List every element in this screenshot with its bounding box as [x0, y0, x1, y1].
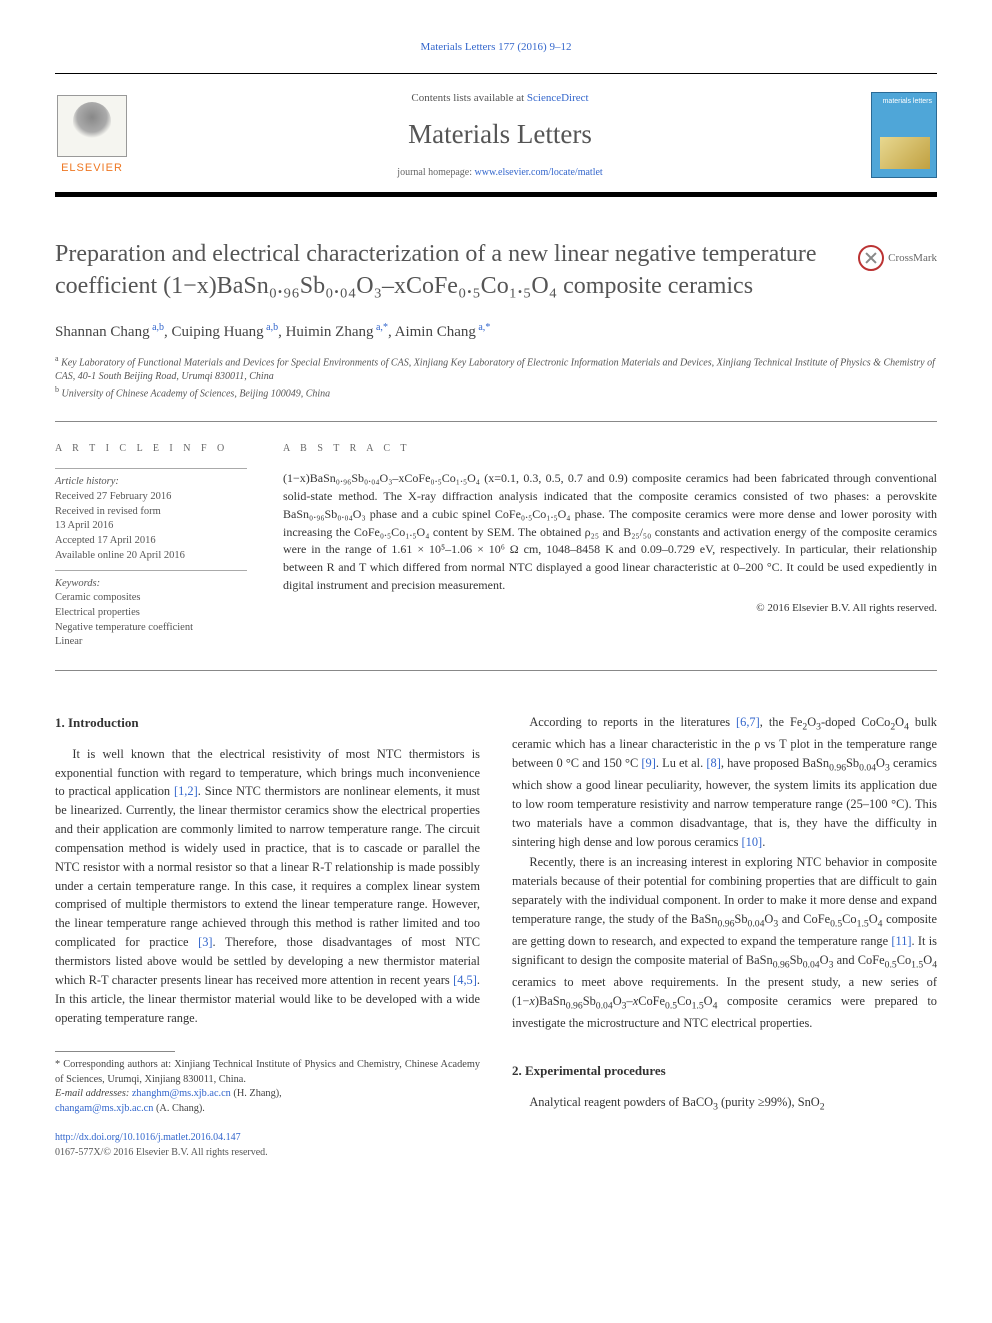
abstract-text: (1−x)BaSn₀.₉₆Sb₀.₀₄O₃–xCoFe₀.₅Co₁.₅O₄ (x…: [283, 470, 937, 594]
elsevier-tree-icon: [57, 95, 127, 157]
running-header: Materials Letters 177 (2016) 9–12: [55, 40, 937, 55]
corresponding-address: * Corresponding authors at: Xinjiang Tec…: [55, 1058, 480, 1087]
history-item: Accepted 17 April 2016: [55, 534, 247, 549]
email-label: E-mail addresses:: [55, 1088, 132, 1099]
elsevier-wordmark: ELSEVIER: [61, 161, 123, 176]
history-item: 13 April 2016: [55, 519, 247, 534]
author-list: Shannan Chang a,b, Cuiping Huang a,b, Hu…: [55, 321, 937, 343]
citation-link[interactable]: [11]: [891, 934, 911, 948]
paragraph: It is well known that the electrical res…: [55, 745, 480, 1028]
info-divider: [55, 468, 247, 469]
abstract-column: A B S T R A C T (1−x)BaSn₀.₉₆Sb₀.₀₄O₃–xC…: [283, 442, 937, 650]
keyword: Ceramic composites: [55, 591, 247, 606]
citation-link[interactable]: [4,5]: [453, 973, 477, 987]
email-name: (H. Zhang),: [231, 1088, 282, 1099]
keyword: Electrical properties: [55, 606, 247, 621]
affiliation-b: University of Chinese Academy of Science…: [62, 388, 331, 399]
keyword: Linear: [55, 635, 247, 650]
sciencedirect-link[interactable]: ScienceDirect: [527, 92, 589, 104]
citation-link[interactable]: [3]: [198, 935, 212, 949]
cover-label: materials letters: [883, 97, 932, 107]
journal-homepage-line: journal homepage: www.elsevier.com/locat…: [149, 166, 851, 180]
article-info-heading: A R T I C L E I N F O: [55, 442, 247, 456]
crossmark-icon: [858, 245, 884, 271]
journal-homepage-link[interactable]: www.elsevier.com/locate/matlet: [475, 167, 603, 178]
corresponding-author-footnote: * Corresponding authors at: Xinjiang Tec…: [55, 1058, 480, 1116]
email-name: (A. Chang).: [153, 1103, 204, 1114]
paragraph: According to reports in the literatures …: [512, 713, 937, 852]
doi-link[interactable]: http://dx.doi.org/10.1016/j.matlet.2016.…: [55, 1130, 480, 1145]
author-email-link[interactable]: changam@ms.xjb.ac.cn: [55, 1103, 153, 1114]
issn-copyright: 0167-577X/© 2016 Elsevier B.V. All right…: [55, 1145, 480, 1160]
article-title: Preparation and electrical characterizat…: [55, 239, 840, 302]
journal-masthead: ELSEVIER Contents lists available at Sci…: [55, 73, 937, 197]
history-item: Available online 20 April 2016: [55, 549, 247, 564]
contents-prefix: Contents lists available at: [411, 92, 526, 104]
citation-link[interactable]: [9]: [641, 756, 655, 770]
history-item: Received in revised form: [55, 505, 247, 520]
divider: [55, 421, 937, 422]
history-item: Received 27 February 2016: [55, 490, 247, 505]
keyword: Negative temperature coefficient: [55, 621, 247, 636]
crossmark-badge[interactable]: CrossMark: [858, 245, 937, 271]
citation-link[interactable]: [1,2]: [174, 784, 198, 798]
homepage-prefix: journal homepage:: [397, 167, 474, 178]
keywords-label: Keywords:: [55, 577, 247, 592]
affiliation-a: Key Laboratory of Functional Materials a…: [55, 357, 935, 382]
author-email-link[interactable]: zhanghm@ms.xjb.ac.cn: [132, 1088, 231, 1099]
right-column: According to reports in the literatures …: [512, 713, 937, 1160]
history-label: Article history:: [55, 475, 247, 490]
article-info-column: A R T I C L E I N F O Article history: R…: [55, 442, 247, 650]
citation-link[interactable]: [10]: [742, 835, 763, 849]
journal-name: Materials Letters: [149, 116, 851, 154]
citation-link[interactable]: [6,7]: [736, 715, 760, 729]
contents-available-line: Contents lists available at ScienceDirec…: [149, 91, 851, 106]
section-2-heading: 2. Experimental procedures: [512, 1061, 937, 1081]
footnote-divider: [55, 1051, 175, 1052]
paragraph: Recently, there is an increasing interes…: [512, 853, 937, 1033]
abstract-copyright: © 2016 Elsevier B.V. All rights reserved…: [283, 601, 937, 616]
abstract-heading: A B S T R A C T: [283, 442, 937, 456]
masthead-center: Contents lists available at ScienceDirec…: [149, 91, 851, 180]
left-column: 1. Introduction It is well known that th…: [55, 713, 480, 1160]
citation-link[interactable]: [8]: [706, 756, 720, 770]
info-divider: [55, 570, 247, 571]
paragraph: Analytical reagent powders of BaCO3 (pur…: [512, 1093, 937, 1115]
journal-cover-thumbnail: materials letters: [871, 92, 937, 178]
affiliations: a Key Laboratory of Functional Materials…: [55, 353, 937, 402]
crossmark-label: CrossMark: [888, 251, 937, 266]
body-two-column: 1. Introduction It is well known that th…: [55, 713, 937, 1160]
elsevier-logo: ELSEVIER: [55, 90, 129, 180]
section-1-heading: 1. Introduction: [55, 713, 480, 733]
divider: [55, 670, 937, 671]
